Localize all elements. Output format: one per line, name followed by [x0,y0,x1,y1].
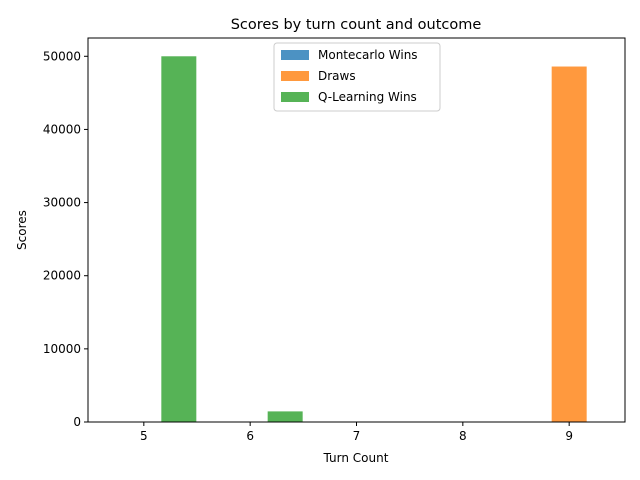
x-tick-label: 9 [565,429,573,443]
x-tick-label: 8 [459,429,467,443]
y-tick-label: 40000 [43,122,81,136]
x-axis-label: Turn Count [323,451,389,465]
bars-group [161,56,587,423]
y-tick-label: 10000 [43,342,81,356]
x-tick-label: 7 [353,429,361,443]
legend-box [273,42,441,112]
legend-label: Q-Learning Wins [318,90,417,104]
bar [551,66,587,423]
bar [267,411,303,422]
legend-swatch [281,92,309,102]
legend-label: Montecarlo Wins [318,48,418,62]
y-tick-label: 0 [73,415,81,429]
legend-swatch [281,71,309,81]
x-axis: 5 6 7 8 9 [140,422,573,443]
bar [161,56,197,423]
legend: Montecarlo Wins Draws Q-Learning Wins [273,42,441,112]
y-axis-label: Scores [15,210,29,250]
legend-swatch [281,50,309,60]
y-axis: 0 10000 20000 30000 40000 50000 [43,49,88,429]
y-tick-label: 30000 [43,196,81,210]
y-tick-label: 50000 [43,49,81,63]
y-tick-label: 20000 [43,269,81,283]
chart-title: Scores by turn count and outcome [231,17,482,33]
legend-label: Draws [318,69,356,83]
x-tick-label: 5 [140,429,148,443]
x-tick-label: 6 [246,429,254,443]
